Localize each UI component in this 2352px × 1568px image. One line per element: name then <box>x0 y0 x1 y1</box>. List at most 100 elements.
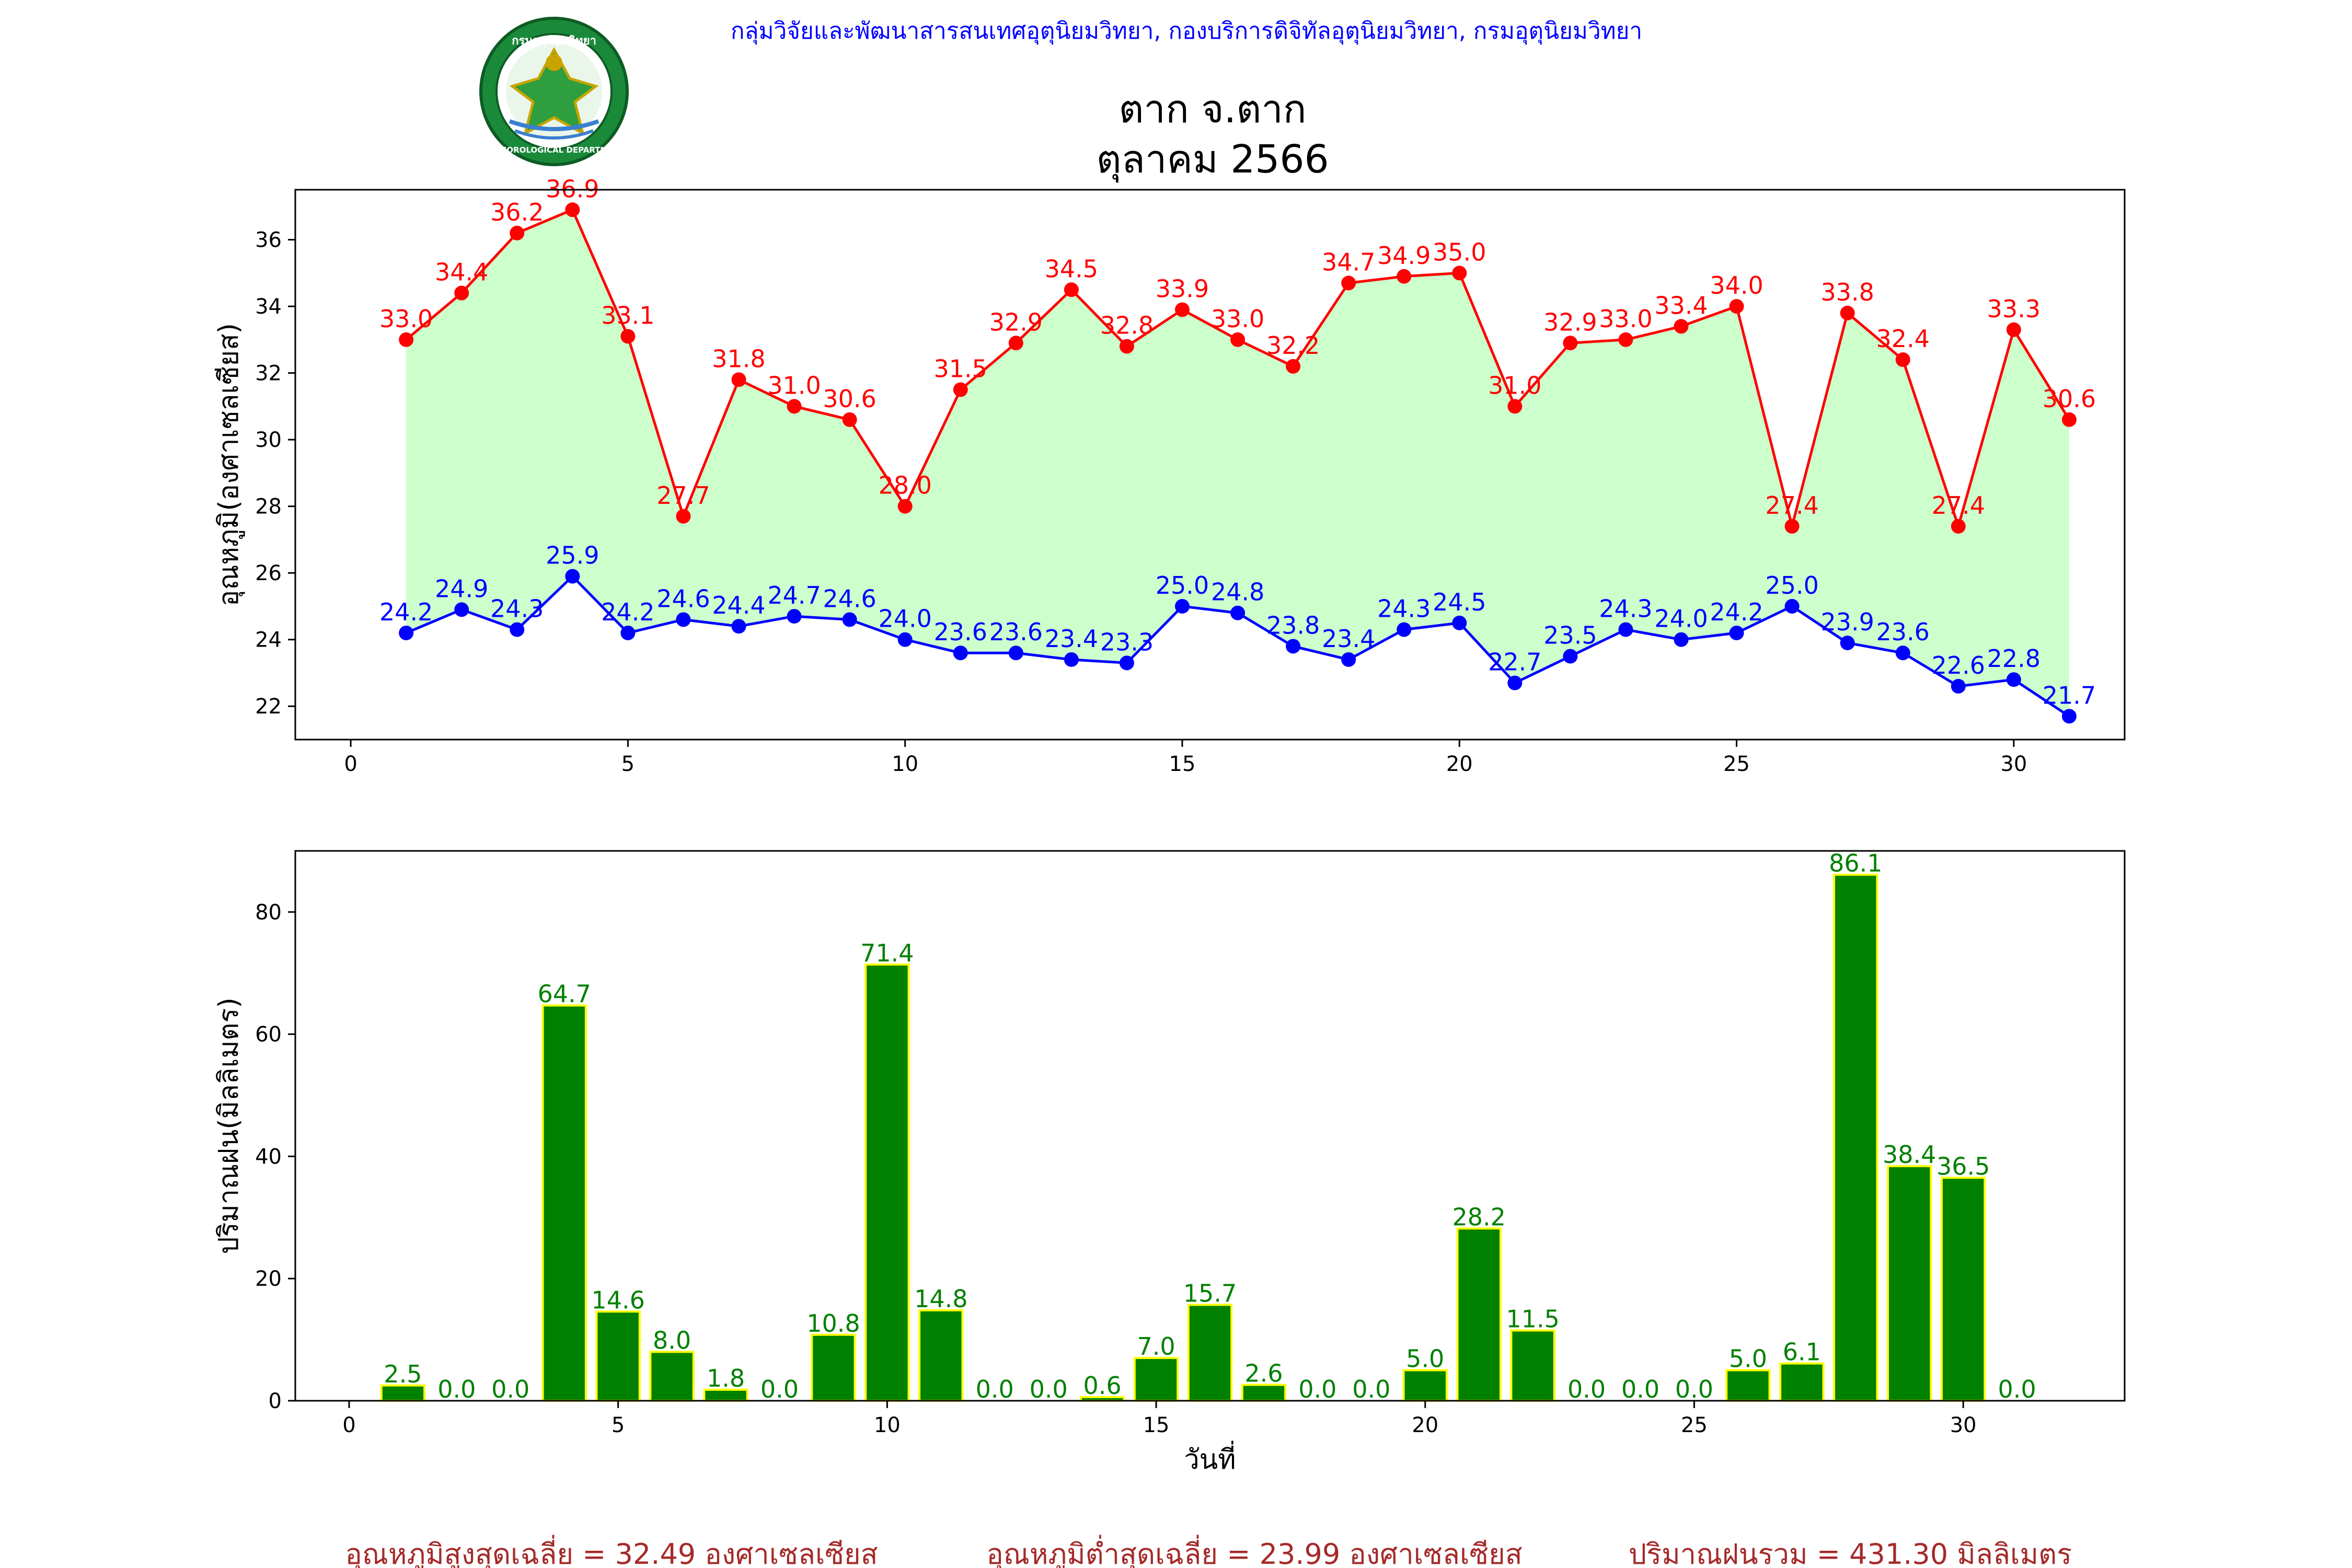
rainfall-bar <box>649 1351 695 1402</box>
max-temperature-label: 27.4 <box>1932 491 1985 520</box>
min-temperature-label: 22.6 <box>1932 651 1985 679</box>
temperature-x-tick-label: 0 <box>344 752 357 776</box>
min-temperature-point <box>1618 622 1633 637</box>
max-temperature-label: 34.7 <box>1322 248 1375 276</box>
rainfall-bars <box>380 873 1986 1402</box>
temperature-plot-frame <box>294 189 2126 741</box>
max-temperature-label: 31.0 <box>767 371 821 399</box>
min-temperature-label: 23.4 <box>1045 625 1098 653</box>
rainfall-y-tick-label: 20 <box>255 1267 282 1291</box>
max-temperature-point <box>399 332 414 347</box>
min-temperature-point <box>676 612 691 627</box>
temperature-y-axis: 22 24 26 28 30 32 34 36 <box>255 228 295 719</box>
rainfall-bar <box>1725 1369 1771 1402</box>
rainfall-bar <box>1887 1165 1932 1402</box>
temperature-range-fill <box>406 210 2069 717</box>
max-temperature-point <box>1840 305 1855 320</box>
max-temperature-point <box>454 285 469 301</box>
logo-thai-text: กรมอุตุนิยมวิทยา <box>512 34 596 48</box>
rainfall-y-label: ปริมาณฝน(มิลลิเมตร) <box>213 997 245 1254</box>
rainfall-bar-label: 0.6 <box>1083 1371 1122 1400</box>
rainfall-plot: 2.5 0.0 0.0 64.7 14.6 8.0 1.8 0.0 10.8 71.4 14.8 0.… <box>213 849 2126 1475</box>
max-temperature-point <box>1174 302 1190 317</box>
min-temperature-label: 24.3 <box>1599 595 1652 623</box>
rainfall-x-tick-label: 20 <box>1412 1413 1438 1437</box>
rainfall-bar <box>811 1333 856 1402</box>
min-temperature-point <box>1064 652 1079 667</box>
min-temperature-label: 23.4 <box>1322 625 1375 653</box>
rainfall-bar <box>541 1004 587 1402</box>
max-temperature-label: 31.5 <box>934 355 987 383</box>
rainfall-bar-label: 14.8 <box>914 1285 967 1313</box>
chart-title-line2: ตุลาคม 2566 <box>1096 137 1329 183</box>
max-temperature-point <box>1784 518 1800 534</box>
rainfall-x-tick-label: 30 <box>1950 1413 1977 1437</box>
max-temperature-point <box>1618 332 1633 347</box>
min-temperature-points <box>399 569 2077 724</box>
min-temperature-label: 24.3 <box>490 595 544 623</box>
rainfall-y-tick-label: 40 <box>255 1145 282 1169</box>
rainfall-bar-label: 0.0 <box>491 1375 529 1403</box>
min-temperature-label: 24.5 <box>1433 588 1486 616</box>
min-temperature-label: 24.3 <box>1377 595 1431 623</box>
max-temperature-point <box>1507 399 1523 414</box>
min-temperature-label: 24.9 <box>435 574 488 603</box>
rainfall-bar-label: 8.0 <box>653 1326 691 1354</box>
min-temperature-point <box>399 625 414 640</box>
min-temperature-label: 24.7 <box>767 581 821 609</box>
min-temperature-point <box>510 622 525 637</box>
max-temperature-point <box>1230 332 1246 347</box>
min-temperature-point <box>1840 636 1855 651</box>
min-temperature-label: 24.2 <box>1710 598 1763 626</box>
min-temperature-label: 23.9 <box>1820 608 1874 636</box>
rainfall-y-tick-label: 80 <box>255 901 282 925</box>
rainfall-bar-label: 7.0 <box>1137 1332 1175 1361</box>
min-temperature-label: 23.6 <box>1876 618 1930 646</box>
min-temperature-point <box>1507 675 1523 690</box>
rainfall-y-axis: 0 20 40 60 80 <box>255 901 295 1413</box>
max-temperature-point <box>1895 352 1910 367</box>
max-temperature-point <box>1397 269 1412 284</box>
rainfall-bar-label: 6.1 <box>1783 1338 1821 1366</box>
max-temperature-point <box>897 499 913 514</box>
max-temperature-label: 31.8 <box>712 344 765 373</box>
min-temperature-label: 21.7 <box>2043 681 2096 709</box>
rainfall-bar-label: 0.0 <box>1567 1375 1606 1403</box>
min-temperature-point <box>1563 649 1578 664</box>
max-temperature-labels: 33.034.436.236.933.127.731.831.0 30.628.0… <box>379 175 2096 520</box>
rainfall-bar-label: 10.8 <box>806 1309 860 1338</box>
rainfall-bar-label: 0.0 <box>1621 1375 1659 1403</box>
rainfall-labels: 2.5 0.0 0.0 64.7 14.6 8.0 1.8 0.0 10.8 71.4 14.8 0.… <box>384 849 2036 1403</box>
min-temperature-label: 24.2 <box>379 598 433 626</box>
max-temperature-label: 27.4 <box>1765 491 1818 520</box>
max-temperature-point <box>1064 282 1079 297</box>
min-temperature-point <box>454 602 469 617</box>
min-temperature-point <box>620 625 636 640</box>
min-temperature-point <box>565 569 580 584</box>
rainfall-bar-label: 0.0 <box>976 1375 1014 1403</box>
min-temperature-label: 23.6 <box>934 618 987 646</box>
min-temperature-label: 23.5 <box>1543 621 1597 650</box>
min-temperature-label: 23.3 <box>1100 628 1154 656</box>
rainfall-x-label: วันที่ <box>1184 1440 1236 1475</box>
rainfall-bar-label: 0.0 <box>1030 1375 1068 1403</box>
min-temperature-point <box>1784 598 1800 614</box>
max-temperature-point <box>1563 336 1578 351</box>
logo-text: METEOROLOGICAL DEPARTMENT <box>483 145 626 155</box>
average-max-temperature: อุณหภูมิสูงสุดเฉลี่ย = 32.49 องศาเซลเซีย… <box>345 1535 878 1568</box>
min-temperature-point <box>1895 645 1910 661</box>
min-temperature-point <box>1674 632 1689 647</box>
min-temperature-label: 24.0 <box>878 605 931 633</box>
max-temperature-label: 32.2 <box>1266 331 1320 360</box>
temperature-x-tick-label: 30 <box>2000 752 2027 776</box>
rainfall-bar <box>1833 873 1878 1402</box>
max-temperature-point <box>1008 336 1023 351</box>
max-temperature-point <box>1341 275 1356 291</box>
rainfall-bar <box>918 1309 964 1402</box>
temperature-y-label: อุณหภูมิ(องศาเซลเซียส) <box>213 323 245 606</box>
min-temperature-point <box>1119 655 1134 671</box>
rainfall-bar-label: 71.4 <box>860 939 914 967</box>
max-temperature-label: 32.4 <box>1876 325 1930 353</box>
